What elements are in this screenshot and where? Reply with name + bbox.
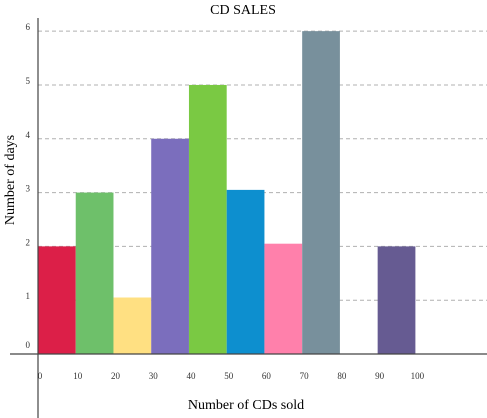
y-tick-label-4: 4 xyxy=(26,130,31,140)
x-tick-label-80: 80 xyxy=(337,371,347,381)
x-tick-label-50: 50 xyxy=(224,371,234,381)
y-tick-label-2: 2 xyxy=(26,237,31,247)
bar-20-30 xyxy=(113,297,152,354)
bar-30-40 xyxy=(151,138,189,354)
y-axis-label: Number of days xyxy=(3,135,18,225)
bar-0-10 xyxy=(38,246,76,354)
y-tick-label-6: 6 xyxy=(26,22,31,32)
y-tick-label-3: 3 xyxy=(26,184,31,194)
bars xyxy=(38,31,416,355)
x-tick-label-10: 10 xyxy=(73,371,83,381)
x-tick-label-60: 60 xyxy=(262,371,272,381)
x-tick-label-0: 0 xyxy=(38,371,43,381)
bar-50-60 xyxy=(226,189,265,354)
bar-90-100 xyxy=(377,246,416,354)
bar-60-70 xyxy=(264,243,303,354)
x-axis-label: Number of CDs sold xyxy=(188,398,304,413)
x-tick-label-40: 40 xyxy=(186,371,196,381)
x-tick-label-20: 20 xyxy=(111,371,121,381)
y-tick-labels: 0 1 2 3 4 5 6 xyxy=(26,22,31,350)
chart-title: CD SALES xyxy=(210,3,276,18)
x-tick-labels: 0 10 20 30 40 50 60 70 80 90 100 xyxy=(38,371,425,381)
x-tick-label-30: 30 xyxy=(149,371,159,381)
y-tick-label-0: 0 xyxy=(26,340,31,350)
x-tick-label-70: 70 xyxy=(300,371,310,381)
y-tick-label-1: 1 xyxy=(26,291,31,301)
bar-70-80 xyxy=(302,31,340,355)
y-tick-label-5: 5 xyxy=(26,76,31,86)
axes xyxy=(10,18,487,418)
bar-10-20 xyxy=(75,192,114,354)
x-tick-label-100: 100 xyxy=(411,371,425,381)
bar-40-50 xyxy=(188,84,227,354)
x-tick-label-90: 90 xyxy=(375,371,385,381)
